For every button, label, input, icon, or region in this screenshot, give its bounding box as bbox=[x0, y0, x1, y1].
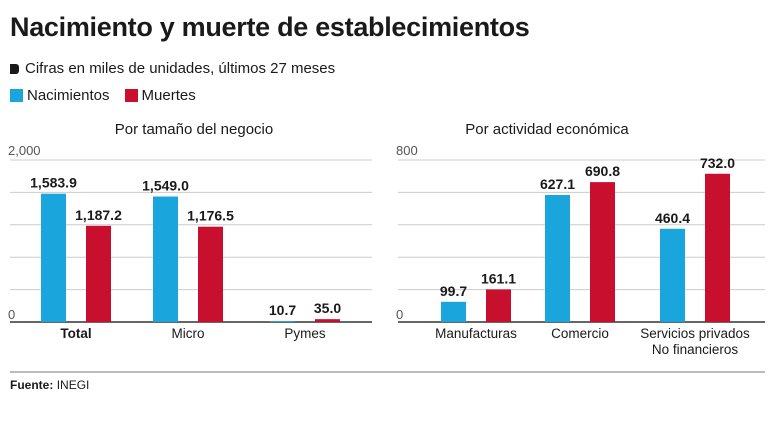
panel1-category-line: Micro bbox=[172, 326, 205, 341]
panel1-label-muertes-micro: 1,176.5 bbox=[187, 208, 234, 224]
legend-item-nacimientos: Nacimientos bbox=[10, 87, 110, 104]
panel2-bar-nacimientos-comercio bbox=[545, 195, 570, 322]
bullet-icon bbox=[10, 63, 19, 74]
panel2-ytick-max: 800 bbox=[396, 143, 418, 158]
panel2-category-line: Servicios privados bbox=[640, 326, 750, 341]
panel2-category-manufacturas: Manufacturas bbox=[435, 326, 517, 341]
panel2-label-muertes-manufacturas: 161.1 bbox=[481, 270, 516, 286]
source-label: Fuente: bbox=[10, 378, 54, 392]
chart-subtitle: Cifras en miles de unidades, últimos 27 … bbox=[10, 60, 335, 77]
panel2-category-servicios-privados: Servicios privados No financieros bbox=[640, 326, 750, 357]
panel2-ytick-min: 0 bbox=[396, 307, 403, 322]
source-text: INEGI bbox=[56, 378, 90, 392]
panel1-label-nacimientos-pymes: 10.7 bbox=[269, 302, 296, 318]
panel2-category-line: Manufacturas bbox=[435, 326, 517, 341]
legend-item-muertes: Muertes bbox=[124, 87, 196, 104]
panel1-ytick-min: 0 bbox=[8, 307, 15, 322]
panel2-category-line: No financieros bbox=[652, 342, 739, 357]
panel1-ytick-max: 2,000 bbox=[8, 143, 41, 158]
legend: Nacimientos Muertes bbox=[10, 87, 211, 104]
panel1-category-line: Total bbox=[60, 326, 91, 341]
subtitle-text: Cifras en miles de unidades, últimos 27 … bbox=[25, 60, 336, 77]
panel2-label-muertes-servicios-privados: 732.0 bbox=[700, 155, 735, 171]
panel1-bar-nacimientos-micro bbox=[153, 196, 178, 322]
panel1-title: Por tamaño del negocio bbox=[115, 121, 273, 138]
panel1-label-muertes-total: 1,187.2 bbox=[75, 207, 122, 223]
panel2-title: Por actividad económica bbox=[465, 121, 629, 138]
legend-label-nacimientos: Nacimientos bbox=[27, 87, 110, 104]
panel1-category-total: Total bbox=[60, 326, 91, 341]
panel2-category-comercio: Comercio bbox=[551, 326, 609, 341]
panel2-bar-muertes-manufacturas bbox=[486, 289, 511, 322]
panel1-bar-nacimientos-total bbox=[41, 193, 66, 322]
panel1-category-micro: Micro bbox=[172, 326, 205, 341]
legend-swatch-nacimientos bbox=[10, 89, 23, 102]
panel1-label-nacimientos-total: 1,583.9 bbox=[30, 175, 77, 191]
panel2-label-nacimientos-comercio: 627.1 bbox=[540, 176, 575, 192]
panel1-category-line: Pymes bbox=[284, 326, 326, 341]
panel2-bar-nacimientos-servicios-privados bbox=[660, 228, 685, 322]
panel1-label-nacimientos-micro: 1,549.0 bbox=[142, 178, 189, 194]
panel1-bar-nacimientos-pymes bbox=[270, 321, 295, 322]
panel1-bar-muertes-micro bbox=[198, 226, 223, 322]
panel2-label-nacimientos-servicios-privados: 460.4 bbox=[655, 210, 690, 226]
panel1-label-muertes-pymes: 35.0 bbox=[314, 300, 341, 316]
panel1-bar-muertes-total bbox=[86, 225, 111, 322]
panel2-category-line: Comercio bbox=[551, 326, 609, 341]
panel2-label-nacimientos-manufacturas: 99.7 bbox=[440, 283, 467, 299]
panel2-bar-nacimientos-manufacturas bbox=[441, 301, 466, 322]
chart-title: Nacimiento y muerte de establecimientos bbox=[10, 12, 530, 42]
legend-swatch-muertes bbox=[124, 89, 138, 102]
panel1-category-pymes: Pymes bbox=[284, 326, 326, 341]
source-note: Fuente: INEGI bbox=[10, 378, 89, 392]
legend-label-muertes: Muertes bbox=[141, 87, 196, 104]
panel2-bar-muertes-servicios-privados bbox=[705, 173, 730, 322]
panel2-label-muertes-comercio: 690.8 bbox=[585, 163, 620, 179]
panel1-bar-muertes-pymes bbox=[315, 319, 340, 322]
panel2-bar-muertes-comercio bbox=[590, 182, 615, 322]
